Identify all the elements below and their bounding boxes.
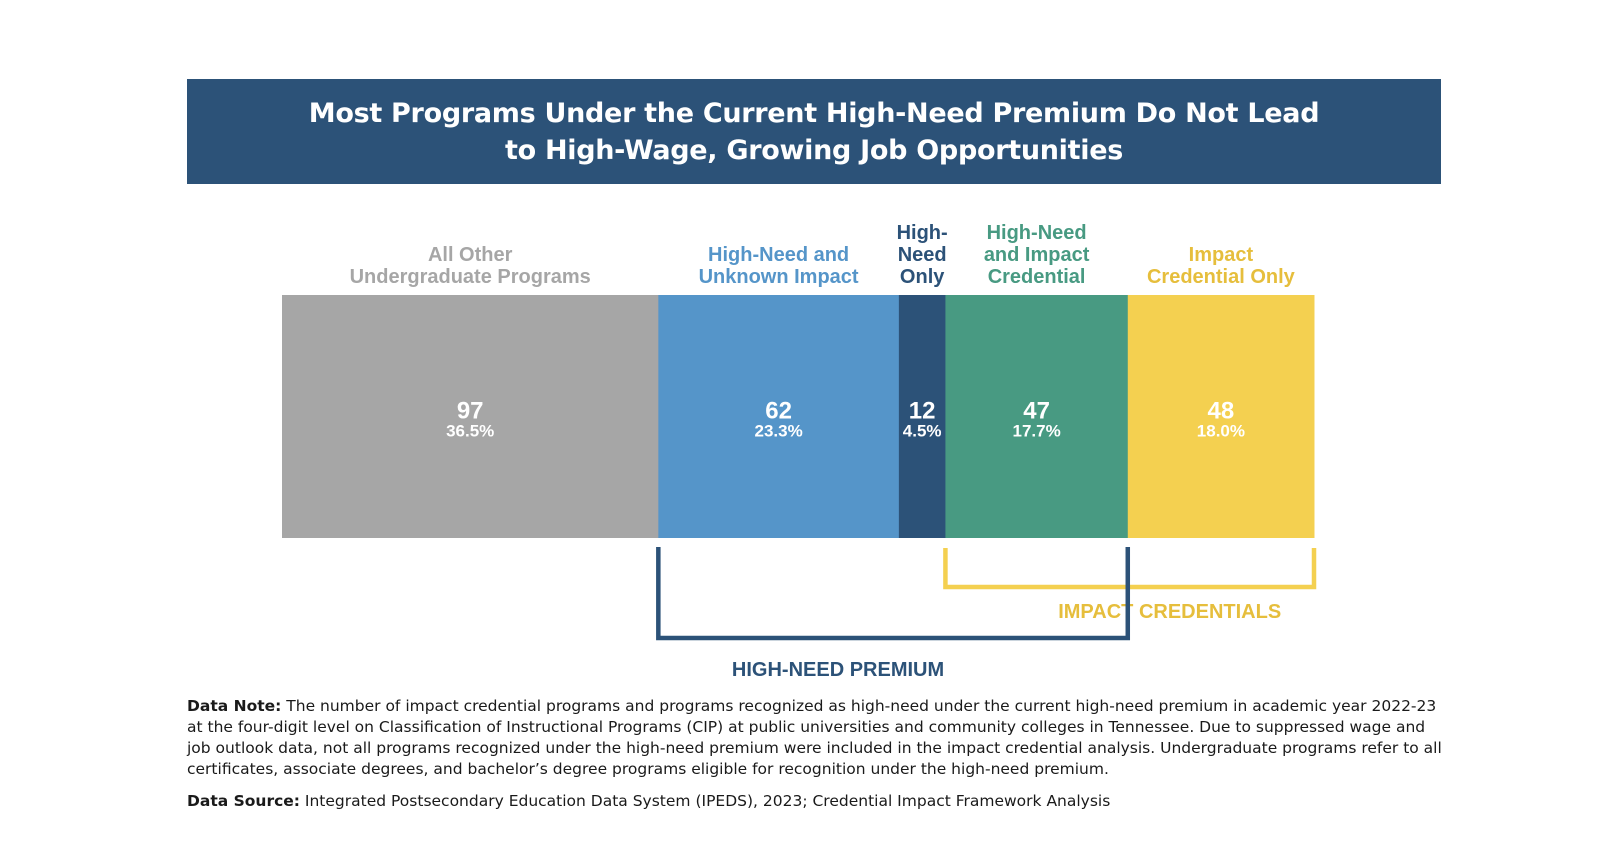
value-count-impact-credential-only: 48 (1208, 398, 1235, 425)
segment-label-impact-credential-only-line-2: Credential Only (1147, 266, 1296, 288)
bar-segment-all-other-undergraduate-programs (282, 295, 659, 538)
title-banner: Most Programs Under the Current High-Nee… (187, 79, 1441, 184)
bar-segment-high-need-and-impact-credential (945, 295, 1129, 538)
value-percent-high-need-and-unknown-impact: 23.3% (754, 422, 802, 441)
segment-label-all-other-undergraduate-programs-line-1: All Other (428, 244, 513, 266)
segment-label-high-need-and-impact-credential-line-2: and Impact (984, 244, 1090, 266)
segment-label-high-need-only-line-3: Only (900, 266, 945, 288)
data-source-label: Data Source: (187, 792, 300, 810)
segment-label-all-other-undergraduate-programs-line-2: Undergraduate Programs (350, 266, 591, 288)
data-source-text: Integrated Postsecondary Education Data … (299, 792, 1111, 810)
value-count-high-need-and-unknown-impact: 62 (765, 398, 792, 425)
bar-segment-high-need-only (898, 295, 946, 538)
bar-segment-high-need-and-unknown-impact (658, 295, 900, 538)
notes-section: Data Note: The number of impact credenti… (187, 696, 1447, 823)
value-percent-all-other-undergraduate-programs: 36.5% (446, 422, 494, 441)
value-count-all-other-undergraduate-programs: 97 (457, 398, 484, 425)
bar-segment-impact-credential-only (1127, 295, 1315, 538)
segment-label-high-need-and-impact-credential-line-3: Credential (988, 266, 1086, 288)
data-note: Data Note: The number of impact credenti… (187, 696, 1447, 780)
value-count-high-need-and-impact-credential: 47 (1023, 398, 1050, 425)
segment-label-high-need-only-line-1: High- (897, 222, 948, 244)
segment-label-high-need-and-unknown-impact-line-2: Unknown Impact (699, 266, 859, 288)
value-percent-impact-credential-only: 18.0% (1197, 422, 1245, 441)
chart-title-line-2: to High-Wage, Growing Job Opportunities (504, 134, 1123, 166)
bracket-label-impact-credentials: IMPACT CREDENTIALS (1058, 601, 1281, 623)
data-source: Data Source: Integrated Postsecondary Ed… (187, 791, 1447, 812)
data-note-text: The number of impact credential programs… (187, 697, 1442, 778)
bracket-high-need-premium (656, 547, 1131, 641)
segment-label-high-need-and-impact-credential-line-1: High-Need (987, 222, 1087, 244)
segment-label-impact-credential-only-line-1: Impact (1189, 244, 1254, 266)
value-percent-high-need-and-impact-credential: 17.7% (1013, 422, 1061, 441)
value-percent-high-need-only: 4.5% (903, 422, 942, 441)
segment-label-high-need-and-unknown-impact-line-1: High-Need and (708, 244, 849, 266)
bracket-label-high-need-premium: HIGH-NEED PREMIUM (732, 659, 944, 681)
value-count-high-need-only: 12 (909, 398, 936, 425)
chart-title-line-1: Most Programs Under the Current High-Nee… (308, 97, 1320, 129)
segment-label-high-need-only-line-2: Need (898, 244, 947, 266)
data-note-label: Data Note: (187, 697, 282, 715)
